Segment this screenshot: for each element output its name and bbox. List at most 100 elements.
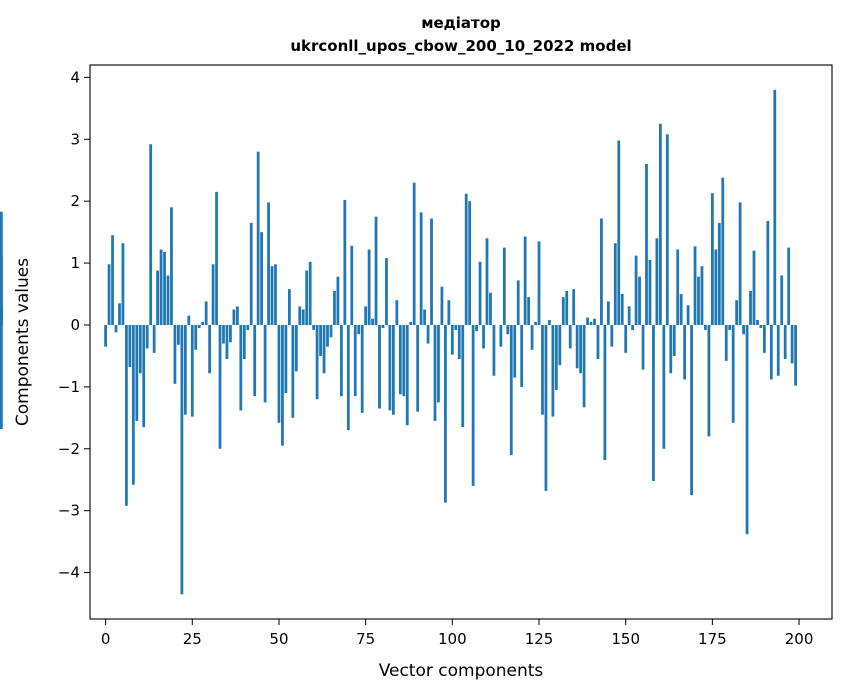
bar xyxy=(433,324,437,421)
bar xyxy=(537,241,541,325)
bar xyxy=(440,286,444,325)
bar xyxy=(104,324,107,347)
bar xyxy=(142,324,146,428)
bar xyxy=(322,324,326,374)
bar xyxy=(523,236,527,325)
bar xyxy=(690,324,693,496)
bar xyxy=(246,324,250,330)
bar xyxy=(662,324,666,449)
bar xyxy=(339,324,343,397)
bar xyxy=(613,243,617,325)
bar xyxy=(374,216,378,325)
bar xyxy=(260,232,264,325)
bar xyxy=(749,290,752,325)
y-tick-label: −4 xyxy=(58,564,80,582)
bar xyxy=(426,324,430,344)
bar xyxy=(367,249,371,325)
y-tick-label: −1 xyxy=(58,378,80,396)
bar xyxy=(412,182,416,325)
bar xyxy=(721,177,725,325)
bar xyxy=(211,264,215,325)
bar xyxy=(717,222,721,325)
bar xyxy=(780,275,784,325)
bar xyxy=(308,261,312,325)
bar xyxy=(655,238,659,325)
bar xyxy=(111,235,114,325)
bar xyxy=(676,249,680,325)
bar xyxy=(769,324,773,380)
bar xyxy=(187,315,191,325)
bar xyxy=(665,134,669,325)
bar xyxy=(783,324,787,360)
bar-series xyxy=(0,89,797,595)
bar xyxy=(606,301,610,325)
bar xyxy=(596,324,600,360)
bar xyxy=(544,324,548,491)
bar xyxy=(634,255,638,325)
bar xyxy=(409,321,413,325)
bar xyxy=(215,191,218,325)
bar xyxy=(381,324,385,329)
bar xyxy=(475,324,478,332)
bar xyxy=(353,324,357,397)
bar xyxy=(756,320,759,325)
x-tick-label: 150 xyxy=(611,630,640,648)
bar xyxy=(350,245,354,325)
bar xyxy=(416,324,420,412)
bar xyxy=(551,324,555,417)
bar xyxy=(593,318,596,325)
bar xyxy=(145,324,149,349)
bar xyxy=(600,218,603,325)
bar xyxy=(648,259,652,325)
bar xyxy=(482,324,485,349)
bar xyxy=(298,306,302,325)
bar xyxy=(343,199,347,325)
bar xyxy=(672,324,676,356)
bar xyxy=(502,247,506,325)
x-tick-label: 75 xyxy=(356,630,375,648)
bar xyxy=(773,89,777,325)
y-tick-label: 0 xyxy=(70,316,80,334)
bar xyxy=(166,275,170,325)
bar xyxy=(710,193,714,325)
bar xyxy=(135,324,139,421)
bar xyxy=(138,324,142,374)
x-tick-label: 100 xyxy=(438,630,467,648)
x-tick-label: 50 xyxy=(269,630,288,648)
bar xyxy=(520,324,524,387)
bar xyxy=(357,324,361,335)
bar xyxy=(450,324,454,355)
bar xyxy=(565,290,569,325)
bar xyxy=(277,324,281,423)
bar xyxy=(125,324,128,506)
bar xyxy=(253,324,257,397)
bar xyxy=(385,258,388,325)
y-tick-label: 4 xyxy=(70,68,80,86)
bar xyxy=(617,140,621,325)
bar xyxy=(610,324,614,347)
bar xyxy=(319,324,322,356)
plot-frame xyxy=(89,64,833,620)
bar xyxy=(270,266,274,325)
bar xyxy=(267,202,270,325)
bar xyxy=(284,324,288,394)
bar xyxy=(232,309,236,325)
bar xyxy=(225,324,229,360)
bar xyxy=(534,321,537,325)
bar xyxy=(405,324,409,426)
bar xyxy=(509,324,513,455)
bar xyxy=(575,324,579,369)
bar xyxy=(457,324,461,360)
bar xyxy=(641,324,645,370)
y-tick-label: −2 xyxy=(58,440,80,458)
bar xyxy=(652,324,655,481)
bar xyxy=(180,324,184,595)
bar xyxy=(603,324,607,460)
bar xyxy=(485,238,489,325)
bar xyxy=(669,324,673,374)
bar xyxy=(759,324,763,329)
bar xyxy=(0,324,3,429)
bar xyxy=(679,294,683,325)
bar xyxy=(430,218,433,325)
